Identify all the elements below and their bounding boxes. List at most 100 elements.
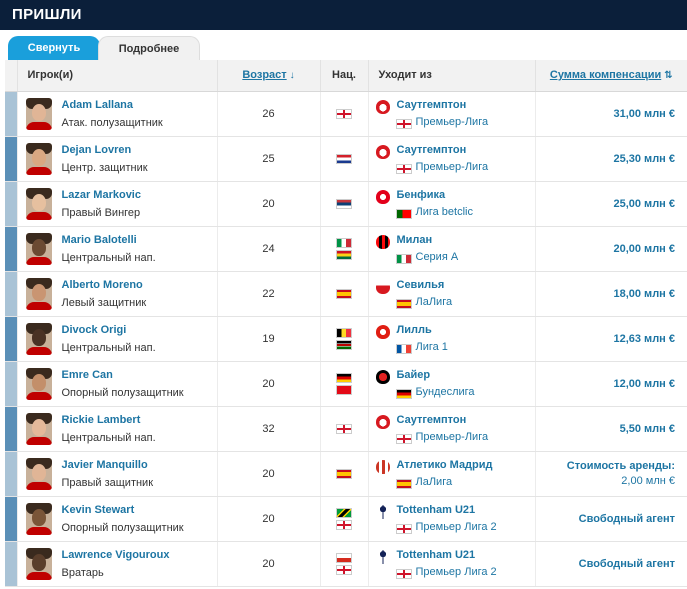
fee-value[interactable]: 25,00 млн €: [613, 197, 675, 210]
fee-value[interactable]: Свободный агент: [578, 512, 675, 525]
player-name-link[interactable]: Lazar Markovic: [61, 188, 141, 201]
league-link[interactable]: Лига betclic: [415, 205, 474, 218]
league-link[interactable]: Премьер-Лига: [415, 160, 489, 173]
player-name-link[interactable]: Alberto Moreno: [61, 278, 143, 291]
fee-value[interactable]: 20,00 млн €: [613, 242, 675, 255]
fee-cell[interactable]: 18,00 млн €: [534, 271, 687, 317]
fee-cell[interactable]: 25,30 млн €: [534, 136, 687, 182]
avatar[interactable]: [25, 232, 52, 265]
fee-cell[interactable]: 20,00 млн €: [534, 226, 687, 272]
fee-value[interactable]: 12,63 млн €: [613, 332, 675, 345]
southampton-crest-icon[interactable]: [375, 99, 390, 114]
sevilla-crest-icon[interactable]: [375, 279, 390, 294]
player-position: Опорный полузащитник: [61, 386, 184, 399]
fee-value[interactable]: Свободный агент: [578, 557, 675, 570]
avatar[interactable]: [25, 97, 52, 130]
age-cell: 25: [216, 136, 320, 182]
avatar[interactable]: [25, 412, 52, 445]
column-header-age[interactable]: Возраст ↓: [216, 60, 320, 92]
player-name-link[interactable]: Divock Origi: [61, 323, 127, 336]
league-link[interactable]: Бундеслига: [415, 385, 475, 398]
from-club-link[interactable]: Бенфика: [396, 188, 446, 201]
player-name-link[interactable]: Mario Balotelli: [61, 233, 137, 246]
sort-fee-link[interactable]: Сумма компенсации: [549, 69, 662, 82]
player-name-link[interactable]: Adam Lallana: [61, 98, 134, 111]
flag-england-icon: [336, 108, 352, 119]
tottenham-crest-icon[interactable]: [375, 549, 390, 564]
flag-england-icon: [395, 568, 412, 579]
league-link[interactable]: Лига 1: [415, 340, 448, 353]
from-club-cell: Бенфика Лига betclic: [367, 181, 535, 227]
from-club-cell: Атлетико Мадрид ЛаЛига: [367, 451, 535, 497]
from-club-link[interactable]: Севилья: [396, 278, 445, 291]
fee-value[interactable]: 31,00 млн €: [613, 107, 675, 120]
player-name-link[interactable]: Javier Manquillo: [61, 458, 148, 471]
from-club-link[interactable]: Атлетико Мадрид: [396, 458, 493, 471]
avatar[interactable]: [25, 142, 52, 175]
fee-value[interactable]: 18,00 млн €: [613, 287, 675, 300]
avatar[interactable]: [25, 457, 52, 490]
player-name-link[interactable]: Rickie Lambert: [61, 413, 141, 426]
player-name-link[interactable]: Kevin Stewart: [61, 503, 135, 516]
league-link[interactable]: Премьер-Лига: [415, 430, 489, 443]
fee-value[interactable]: 25,30 млн €: [613, 152, 675, 165]
sort-age-link[interactable]: Возраст: [242, 69, 287, 82]
fee-cell[interactable]: 5,50 млн €: [534, 406, 687, 452]
fee-cell[interactable]: Стоимость аренды: 2,00 млн €: [534, 451, 687, 497]
southampton-crest-icon[interactable]: [375, 414, 390, 429]
table-row: Javier Manquillo Правый защитник 20 Атле…: [5, 451, 687, 497]
from-club-link[interactable]: Милан: [396, 233, 433, 246]
player-name-link[interactable]: Lawrence Vigouroux: [61, 548, 170, 561]
league-link[interactable]: Серия А: [415, 250, 459, 263]
transfers-table: Игрок(и) Возраст ↓ Нац. Уходит из Сумма к…: [5, 60, 687, 587]
player-position: Атак. полузащитник: [61, 116, 163, 129]
league-link[interactable]: ЛаЛига: [415, 295, 453, 308]
fee-sub-value[interactable]: 2,00 млн €: [621, 475, 675, 487]
fee-value[interactable]: Стоимость аренды:: [566, 460, 675, 472]
tottenham-crest-icon[interactable]: [375, 504, 390, 519]
fee-cell[interactable]: Свободный агент: [534, 496, 687, 542]
avatar[interactable]: [25, 187, 52, 220]
benfica-crest-icon[interactable]: [375, 189, 390, 204]
league-link[interactable]: Премьер Лига 2: [415, 520, 497, 533]
league-link[interactable]: Премьер Лига 2: [415, 565, 497, 578]
milan-crest-icon[interactable]: [375, 234, 390, 249]
sort-down-icon[interactable]: ↓: [289, 70, 295, 82]
avatar[interactable]: [25, 277, 52, 310]
sort-both-icon[interactable]: ⇅: [664, 70, 673, 82]
atletico-crest-icon[interactable]: [375, 459, 390, 474]
fee-cell[interactable]: Свободный агент: [534, 541, 687, 587]
from-club-link[interactable]: Саутгемптон: [396, 98, 467, 111]
table-row: Divock Origi Центральный нап. 19 Лилль Л…: [5, 316, 687, 362]
flag-spain-icon: [336, 468, 352, 479]
flag-england-icon: [336, 564, 352, 575]
league-link[interactable]: ЛаЛига: [415, 475, 453, 488]
avatar[interactable]: [25, 322, 52, 355]
table-row: Kevin Stewart Опорный полузащитник 20 To…: [5, 496, 687, 542]
column-header-fee[interactable]: Сумма компенсации ⇅: [534, 60, 687, 92]
from-club-link[interactable]: Tottenham U21: [396, 503, 476, 516]
avatar[interactable]: [25, 367, 52, 400]
fee-cell[interactable]: 25,00 млн €: [534, 181, 687, 227]
from-club-link[interactable]: Саутгемптон: [396, 413, 467, 426]
tab-details[interactable]: Подробнее: [98, 36, 200, 60]
avatar[interactable]: [25, 502, 52, 535]
fee-value[interactable]: 12,00 млн €: [613, 377, 675, 390]
from-club-link[interactable]: Tottenham U21: [396, 548, 476, 561]
fee-cell[interactable]: 12,00 млн €: [534, 361, 687, 407]
leverkusen-crest-icon[interactable]: [375, 369, 390, 384]
lille-crest-icon[interactable]: [375, 324, 390, 339]
from-club-link[interactable]: Саутгемптон: [396, 143, 467, 156]
southampton-crest-icon[interactable]: [375, 144, 390, 159]
from-club-link[interactable]: Байер: [396, 368, 431, 381]
fee-value[interactable]: 5,50 млн €: [619, 422, 675, 435]
avatar[interactable]: [25, 547, 52, 580]
fee-cell[interactable]: 12,63 млн €: [534, 316, 687, 362]
from-club-cell: Саутгемптон Премьер-Лига: [367, 406, 535, 452]
league-link[interactable]: Премьер-Лига: [415, 115, 489, 128]
player-name-link[interactable]: Dejan Lovren: [61, 143, 132, 156]
from-club-link[interactable]: Лилль: [396, 323, 432, 336]
tab-collapse[interactable]: Свернуть: [8, 36, 100, 60]
player-name-link[interactable]: Emre Can: [61, 368, 113, 381]
fee-cell[interactable]: 31,00 млн €: [534, 91, 687, 137]
